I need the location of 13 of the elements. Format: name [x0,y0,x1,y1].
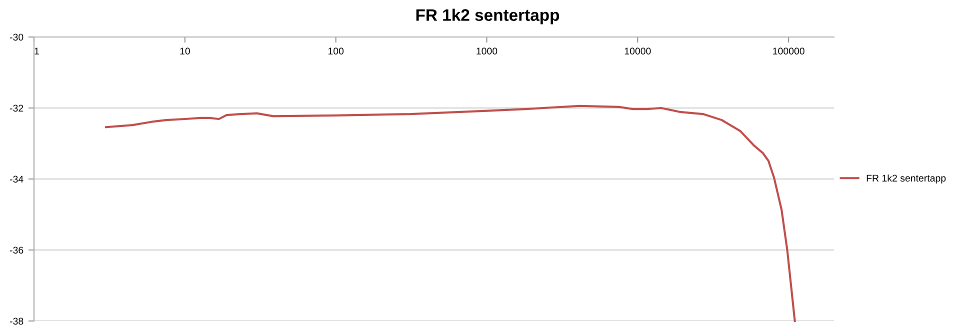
chart-title: FR 1k2 sentertapp [416,8,560,24]
x-tick-label: 10 [180,48,190,55]
y-tick-label: -34 [10,176,24,183]
x-tick-label: 10000 [624,48,651,55]
x-tick-label: 1000 [476,48,498,55]
y-tick-label: -36 [10,246,24,254]
x-tick-label: 100000 [773,48,804,55]
y-tick-label: -30 [10,34,24,41]
x-tick-label: 1 [34,48,39,54]
y-tick-label: -38 [10,318,24,325]
y-tick-label: -32 [10,104,24,112]
legend-label: FR 1k2 sentertapp [866,174,946,184]
x-tick-label: 100 [328,48,344,55]
